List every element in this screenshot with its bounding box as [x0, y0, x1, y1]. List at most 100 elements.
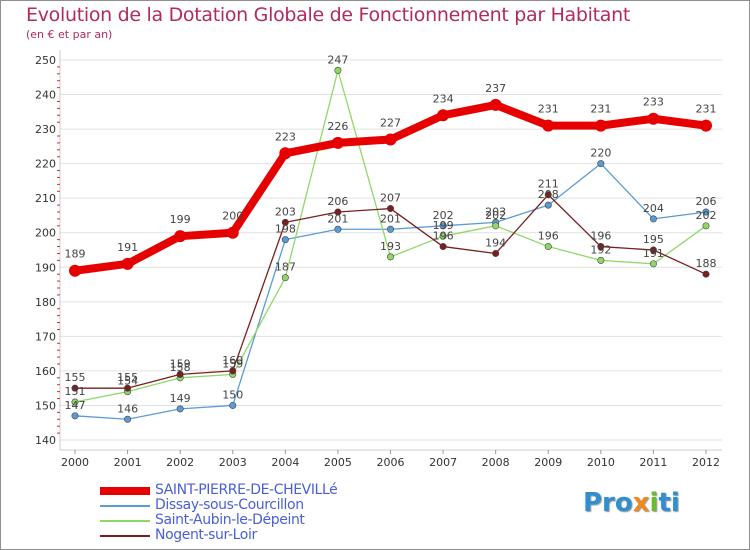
data-point [121, 257, 134, 270]
x-tick-label: 2005 [324, 456, 352, 469]
y-tick-label: 160 [35, 365, 56, 378]
x-tick-label: 2010 [587, 456, 615, 469]
data-point [69, 264, 81, 277]
chart-subtitle: (en € et par an) [26, 28, 113, 41]
data-point [174, 230, 187, 243]
data-label: 231 [590, 103, 611, 116]
x-tick-label: 2004 [271, 456, 299, 469]
y-tick-label: 200 [35, 227, 56, 240]
data-point [281, 218, 289, 226]
data-label: 201 [327, 212, 348, 225]
data-label: 220 [590, 147, 611, 160]
data-label: 188 [696, 257, 717, 270]
logo-part-3: i [649, 488, 659, 518]
data-label: 202 [696, 209, 717, 222]
data-label: 150 [222, 388, 243, 401]
data-point [71, 398, 79, 406]
data-point [594, 119, 607, 132]
x-tick-label: 2012 [692, 456, 720, 469]
data-label: 196 [538, 230, 559, 243]
legend: SAINT-PIERRE-DE-CHEVILLé Dissay-sous-Cour… [100, 482, 400, 544]
x-tick-label: 2001 [114, 456, 142, 469]
data-point [386, 253, 394, 261]
logo-part-2: x [632, 488, 650, 518]
data-point [384, 133, 397, 146]
y-tick-label: 140 [35, 434, 56, 447]
data-point [544, 243, 552, 251]
legend-label: Dissay-sous-Courcillon [155, 497, 304, 513]
data-label: 187 [275, 261, 296, 274]
data-label: 195 [643, 233, 664, 246]
data-point [71, 412, 79, 420]
data-label: 155 [65, 371, 86, 384]
proxiti-logo: Proxiti [583, 488, 680, 518]
legend-label: Saint-Aubin-le-Dépeint [155, 512, 305, 528]
data-label: 201 [380, 212, 401, 225]
legend-label: SAINT-PIERRE-DE-CHEVILLé [155, 482, 338, 498]
data-label: 191 [643, 247, 664, 260]
data-label: 206 [696, 195, 717, 208]
y-tick-label: 250 [35, 54, 56, 67]
y-tick-label: 180 [35, 296, 56, 309]
y-tick-label: 230 [35, 123, 56, 136]
data-point [647, 112, 660, 125]
data-label: 231 [538, 103, 559, 116]
data-point [71, 384, 79, 392]
data-point [124, 415, 132, 423]
data-point [544, 191, 552, 199]
data-label: 203 [485, 205, 506, 218]
x-tick-label: 2002 [166, 456, 194, 469]
data-point [334, 66, 342, 74]
data-point [489, 98, 502, 111]
data-point [176, 370, 184, 378]
data-point [597, 160, 605, 168]
legend-swatch [100, 520, 150, 522]
data-point [331, 136, 344, 149]
legend-swatch [100, 535, 150, 537]
legend-item: Saint-Aubin-le-Dépeint [100, 512, 400, 529]
data-label: 189 [65, 248, 86, 261]
x-tick-label: 2008 [482, 456, 510, 469]
data-label: 202 [433, 209, 454, 222]
data-label: 211 [538, 178, 559, 191]
data-label: 151 [65, 385, 86, 398]
data-label: 198 [275, 223, 296, 236]
data-point [439, 243, 447, 251]
data-point [492, 249, 500, 257]
data-point [544, 201, 552, 209]
data-label: 159 [222, 357, 243, 370]
data-label: 192 [590, 243, 611, 256]
data-point [229, 401, 237, 409]
x-tick-label: 2009 [534, 456, 562, 469]
data-label: 203 [275, 205, 296, 218]
data-point [281, 236, 289, 244]
x-tick-label: 2006 [377, 456, 405, 469]
data-point [437, 109, 450, 122]
x-tick-label: 2007 [429, 456, 457, 469]
data-label: 208 [538, 188, 559, 201]
data-point [334, 208, 342, 216]
legend-swatch [100, 505, 150, 507]
x-tick-label: 2011 [639, 456, 667, 469]
data-label: 227 [380, 116, 401, 129]
data-label: 199 [433, 219, 454, 232]
data-label: 237 [485, 82, 506, 95]
y-tick-label: 220 [35, 158, 56, 171]
legend-item: Dissay-sous-Courcillon [100, 497, 400, 514]
legend-label: Nogent-sur-Loir [155, 527, 257, 543]
y-tick-label: 190 [35, 261, 56, 274]
legend-item: SAINT-PIERRE-DE-CHEVILLé [100, 482, 400, 499]
data-label: 154 [117, 375, 138, 388]
data-label: 200 [222, 210, 243, 223]
data-label: 202 [485, 209, 506, 222]
data-label: 204 [643, 202, 664, 215]
data-point [649, 260, 657, 268]
data-point [176, 405, 184, 413]
data-point [702, 222, 710, 230]
data-label: 226 [327, 120, 348, 133]
data-point [229, 367, 237, 375]
data-point [386, 205, 394, 213]
legend-swatch [100, 487, 150, 495]
data-point [334, 225, 342, 233]
